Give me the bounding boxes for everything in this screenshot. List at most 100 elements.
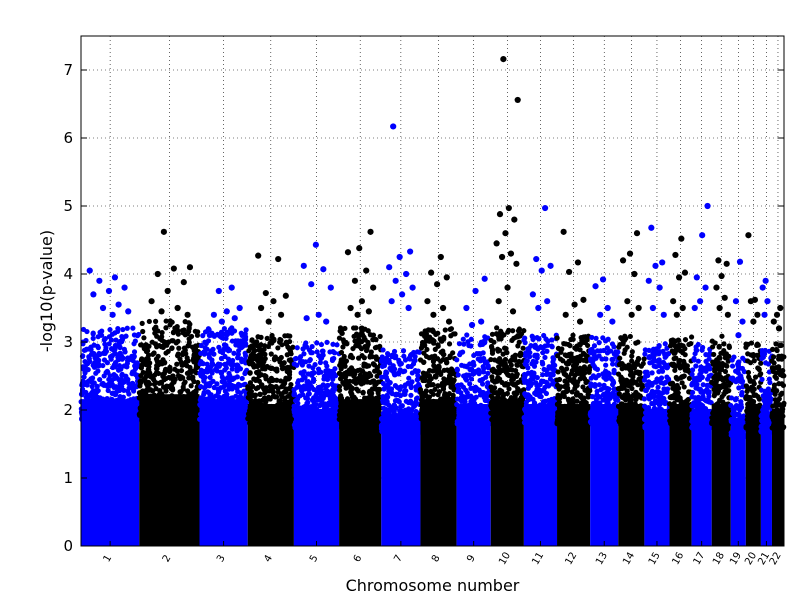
snp-point bbox=[367, 391, 373, 397]
snp-point bbox=[383, 371, 389, 377]
snp-point bbox=[461, 373, 467, 379]
snp-point bbox=[359, 402, 365, 408]
snp-point bbox=[380, 380, 386, 387]
snp-point bbox=[168, 385, 174, 392]
snp-point bbox=[282, 365, 289, 371]
snp-point bbox=[581, 376, 588, 382]
snp-point bbox=[151, 381, 158, 387]
snp-point bbox=[417, 386, 424, 393]
snp-point bbox=[268, 383, 274, 389]
snp-point bbox=[561, 341, 567, 347]
snp-point bbox=[446, 341, 453, 347]
snp-point bbox=[175, 373, 182, 379]
snp-point bbox=[317, 424, 323, 430]
snp-point bbox=[593, 335, 599, 341]
top-hit-point bbox=[493, 240, 500, 247]
snp-point bbox=[172, 376, 178, 383]
snp-point bbox=[173, 410, 179, 416]
snp-point bbox=[527, 421, 533, 427]
snp-point bbox=[461, 405, 467, 412]
snp-point bbox=[184, 355, 190, 361]
snp-point bbox=[301, 368, 307, 375]
snp-point bbox=[295, 378, 302, 384]
snp-point bbox=[581, 364, 588, 370]
snp-point bbox=[252, 347, 258, 354]
snp-point bbox=[297, 355, 303, 361]
snp-point bbox=[115, 367, 122, 373]
snp-point bbox=[112, 364, 118, 370]
top-hit-point bbox=[265, 318, 272, 325]
snp-point bbox=[131, 341, 137, 347]
snp-point bbox=[209, 331, 215, 337]
top-hit-point bbox=[533, 255, 540, 263]
top-hit-point bbox=[463, 304, 470, 312]
snp-point bbox=[574, 382, 580, 389]
snp-point bbox=[489, 344, 495, 351]
snp-point bbox=[491, 390, 497, 396]
top-hit-point bbox=[500, 56, 507, 63]
snp-point bbox=[297, 384, 303, 390]
snp-point bbox=[533, 380, 539, 386]
snp-point bbox=[600, 411, 606, 417]
snp-point bbox=[192, 328, 198, 334]
snp-point bbox=[206, 354, 213, 361]
snp-point bbox=[90, 330, 96, 336]
chromosome-1-bulk bbox=[81, 399, 140, 546]
snp-point bbox=[225, 330, 231, 337]
snp-point bbox=[298, 425, 305, 431]
snp-point bbox=[107, 354, 114, 360]
snp-point bbox=[222, 394, 228, 400]
top-hit-point bbox=[566, 268, 573, 276]
snp-point bbox=[159, 330, 165, 336]
top-hit-point bbox=[560, 228, 567, 235]
top-hit-point bbox=[354, 311, 361, 318]
snp-point bbox=[398, 361, 404, 367]
snp-point bbox=[497, 366, 503, 373]
snp-point bbox=[274, 366, 280, 372]
snp-point bbox=[249, 337, 255, 343]
snp-point bbox=[441, 383, 447, 389]
snp-point bbox=[518, 350, 524, 356]
snp-point bbox=[123, 375, 129, 381]
snp-point bbox=[192, 352, 198, 358]
snp-point bbox=[516, 326, 522, 332]
snp-point bbox=[118, 352, 124, 359]
snp-point bbox=[478, 405, 484, 411]
top-hit-point bbox=[323, 318, 330, 325]
top-hit-point bbox=[576, 318, 584, 325]
snp-point bbox=[476, 371, 482, 377]
snp-point bbox=[543, 336, 549, 342]
top-hit-point bbox=[386, 264, 393, 271]
snp-point bbox=[555, 411, 561, 417]
snp-point bbox=[152, 400, 158, 406]
snp-point bbox=[227, 373, 233, 379]
snp-point bbox=[182, 319, 188, 325]
snp-point bbox=[123, 333, 129, 339]
snp-point bbox=[254, 342, 260, 349]
snp-point bbox=[364, 416, 370, 422]
snp-point bbox=[159, 334, 165, 340]
snp-point bbox=[573, 346, 579, 352]
snp-point bbox=[360, 389, 366, 395]
snp-point bbox=[379, 421, 385, 428]
snp-point bbox=[102, 341, 108, 347]
snp-point bbox=[92, 355, 98, 361]
snp-point bbox=[542, 384, 548, 391]
snp-point bbox=[375, 379, 381, 385]
snp-point bbox=[522, 406, 528, 413]
snp-point bbox=[404, 427, 410, 433]
snp-point bbox=[143, 356, 150, 362]
top-hit-point bbox=[258, 304, 265, 312]
snp-point bbox=[406, 419, 412, 425]
top-hit-point bbox=[574, 259, 582, 266]
snp-point bbox=[542, 354, 548, 361]
snp-point bbox=[325, 371, 331, 377]
snp-point bbox=[604, 420, 610, 426]
snp-point bbox=[450, 392, 456, 398]
top-hit-point bbox=[535, 304, 542, 312]
snp-point bbox=[311, 369, 317, 376]
snp-point bbox=[152, 412, 158, 418]
snp-point bbox=[539, 359, 545, 365]
snp-point bbox=[441, 351, 447, 358]
snp-point bbox=[420, 331, 426, 337]
